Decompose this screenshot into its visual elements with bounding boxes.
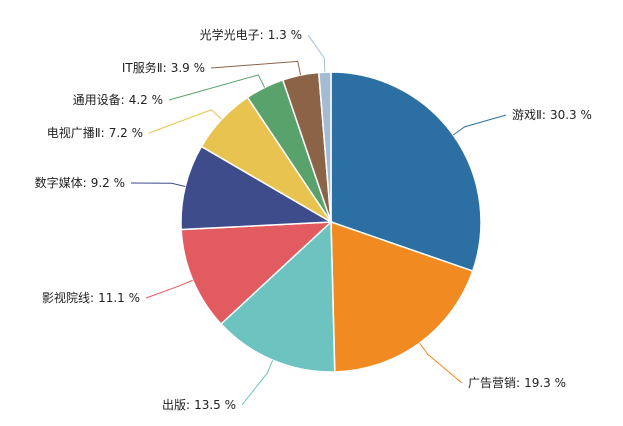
label-separator: :	[101, 126, 105, 140]
leader-line	[168, 74, 266, 101]
label-name: 数字媒体	[35, 175, 83, 190]
label-name: 出版	[162, 398, 186, 412]
data-label: 光学光电子: 1.3 %	[200, 27, 302, 42]
label-separator: :	[90, 291, 94, 305]
leader-line	[241, 360, 274, 406]
label-name: 光学光电子	[200, 27, 260, 42]
label-separator: :	[186, 398, 190, 412]
label-value: 3.9 %	[171, 61, 205, 75]
leader-line	[452, 114, 507, 136]
data-label: 电视广播Ⅱ: 7.2 %	[47, 125, 143, 140]
data-label: 出版: 13.5 %	[162, 398, 236, 412]
label-name: IT服务Ⅱ	[122, 60, 163, 75]
data-label: 通用设备: 4.2 %	[73, 93, 163, 107]
label-separator: :	[121, 93, 125, 107]
label-name: 游戏Ⅱ	[512, 108, 542, 122]
label-name: 广告营销	[468, 376, 516, 390]
label-value: 9.2 %	[91, 176, 125, 190]
pie-slice	[180, 145, 334, 231]
leader-line	[130, 182, 186, 188]
label-value: 1.3 %	[268, 28, 302, 42]
pie-slice	[330, 71, 482, 272]
label-separator: :	[516, 376, 520, 390]
label-value: 13.5 %	[194, 398, 236, 412]
leader-line	[307, 34, 326, 73]
leader-line	[145, 279, 193, 299]
label-separator: :	[163, 61, 167, 75]
data-label: 游戏Ⅱ: 30.3 %	[512, 108, 592, 122]
leader-line	[148, 109, 222, 134]
label-name: 影视院线	[42, 290, 90, 305]
data-label: IT服务Ⅱ: 3.9 %	[122, 60, 205, 75]
label-value: 7.2 %	[109, 126, 143, 140]
label-separator: :	[542, 108, 546, 122]
label-value: 19.3 %	[524, 376, 566, 390]
label-value: 11.1 %	[98, 291, 140, 305]
label-value: 4.2 %	[129, 93, 163, 107]
label-name: 通用设备	[73, 93, 121, 107]
data-label: 影视院线: 11.1 %	[42, 290, 140, 305]
pie-slice	[330, 220, 474, 373]
leader-line	[419, 342, 463, 384]
label-separator: :	[83, 176, 87, 190]
data-label: 数字媒体: 9.2 %	[35, 175, 125, 190]
label-separator: :	[260, 28, 264, 42]
pie-slice	[180, 221, 334, 326]
leader-line	[210, 60, 302, 76]
data-label: 广告营销: 19.3 %	[468, 376, 566, 390]
pie-slice	[219, 220, 336, 373]
label-name: 电视广播Ⅱ	[47, 125, 101, 140]
label-value: 30.3 %	[550, 108, 592, 122]
